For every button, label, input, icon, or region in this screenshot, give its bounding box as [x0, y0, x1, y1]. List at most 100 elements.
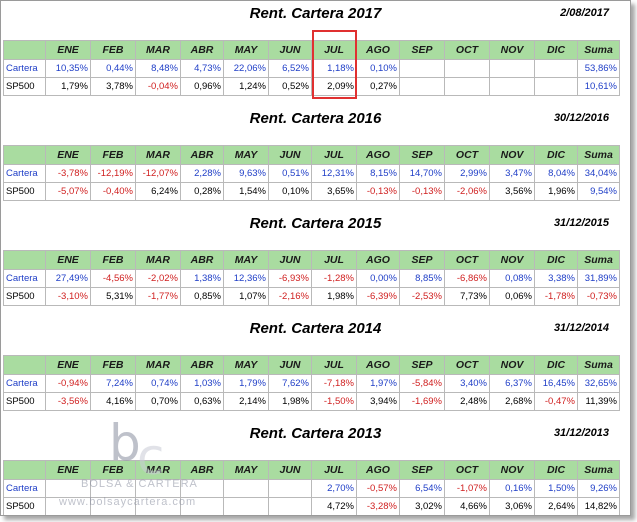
value-cell[interactable]: -5,07% [45, 182, 91, 201]
value-cell[interactable]: -0,13% [356, 182, 400, 201]
month-header[interactable]: ABR [180, 145, 224, 165]
value-cell[interactable] [223, 479, 269, 498]
value-cell[interactable]: 7,62% [268, 374, 312, 393]
value-cell[interactable]: -3,10% [45, 287, 91, 306]
month-header[interactable]: MAY [223, 460, 269, 480]
value-cell[interactable]: 22,06% [223, 59, 269, 78]
value-cell[interactable]: 3,56% [489, 182, 535, 201]
row-label[interactable]: SP500 [3, 392, 46, 411]
value-cell[interactable]: 1,38% [180, 269, 224, 288]
value-cell[interactable]: -6,39% [356, 287, 400, 306]
value-cell[interactable]: -6,93% [268, 269, 312, 288]
value-cell[interactable]: -0,04% [135, 77, 181, 96]
month-header[interactable]: MAR [135, 460, 181, 480]
value-cell[interactable] [534, 59, 578, 78]
value-cell[interactable]: 0,10% [356, 59, 400, 78]
value-cell[interactable]: 1,24% [223, 77, 269, 96]
header-blank-cell[interactable] [3, 250, 46, 270]
value-cell[interactable]: 5,31% [90, 287, 136, 306]
value-cell[interactable]: 4,72% [311, 497, 357, 515]
row-label[interactable]: SP500 [3, 497, 46, 515]
value-cell[interactable]: -3,78% [45, 164, 91, 183]
month-header[interactable]: Suma [577, 355, 620, 375]
row-label[interactable]: SP500 [3, 287, 46, 306]
month-header[interactable]: FEB [90, 460, 136, 480]
value-cell[interactable] [268, 497, 312, 515]
header-blank-cell[interactable] [3, 355, 46, 375]
value-cell[interactable]: 0,00% [356, 269, 400, 288]
value-cell[interactable]: -0,94% [45, 374, 91, 393]
month-header[interactable]: JUL [311, 145, 357, 165]
value-cell[interactable]: 6,24% [135, 182, 181, 201]
month-header[interactable]: ENE [45, 40, 91, 60]
value-cell[interactable]: 7,73% [444, 287, 490, 306]
value-cell[interactable]: 0,16% [489, 479, 535, 498]
value-cell[interactable]: -12,19% [90, 164, 136, 183]
month-header[interactable]: MAY [223, 40, 269, 60]
month-header[interactable]: Suma [577, 40, 620, 60]
header-blank-cell[interactable] [3, 145, 46, 165]
value-cell[interactable]: -1,77% [135, 287, 181, 306]
value-cell[interactable]: 0,52% [268, 77, 312, 96]
value-cell[interactable] [399, 59, 445, 78]
value-cell[interactable]: 3,47% [489, 164, 535, 183]
value-cell[interactable]: -3,56% [45, 392, 91, 411]
month-header[interactable]: JUN [268, 355, 312, 375]
header-blank-cell[interactable] [3, 40, 46, 60]
value-cell[interactable]: 1,98% [268, 392, 312, 411]
value-cell[interactable]: 0,27% [356, 77, 400, 96]
value-cell[interactable]: 0,63% [180, 392, 224, 411]
value-cell[interactable]: 16,45% [534, 374, 578, 393]
month-header[interactable]: ENE [45, 355, 91, 375]
value-cell[interactable]: 0,96% [180, 77, 224, 96]
value-cell[interactable]: -1,78% [534, 287, 578, 306]
value-cell[interactable]: 14,82% [577, 497, 620, 515]
value-cell[interactable]: 0,51% [268, 164, 312, 183]
value-cell[interactable] [444, 59, 490, 78]
value-cell[interactable]: -2,53% [399, 287, 445, 306]
value-cell[interactable]: 2,14% [223, 392, 269, 411]
value-cell[interactable]: 10,61% [577, 77, 620, 96]
value-cell[interactable]: -0,47% [534, 392, 578, 411]
value-cell[interactable]: 3,06% [489, 497, 535, 515]
month-header[interactable]: JUN [268, 40, 312, 60]
value-cell[interactable]: 6,37% [489, 374, 535, 393]
month-header[interactable]: ABR [180, 355, 224, 375]
value-cell[interactable]: -3,28% [356, 497, 400, 515]
row-label[interactable]: Cartera [3, 164, 46, 183]
month-header[interactable]: DIC [534, 145, 578, 165]
value-cell[interactable]: 12,31% [311, 164, 357, 183]
month-header[interactable]: JUL [311, 355, 357, 375]
value-cell[interactable]: 4,73% [180, 59, 224, 78]
value-cell[interactable]: -0,73% [577, 287, 620, 306]
month-header[interactable]: SEP [399, 460, 445, 480]
month-header[interactable]: DIC [534, 40, 578, 60]
month-header[interactable]: FEB [90, 145, 136, 165]
month-header[interactable]: FEB [90, 40, 136, 60]
month-header[interactable]: ENE [45, 250, 91, 270]
month-header[interactable]: NOV [489, 460, 535, 480]
value-cell[interactable]: 3,40% [444, 374, 490, 393]
month-header[interactable]: NOV [489, 145, 535, 165]
month-header[interactable]: ABR [180, 40, 224, 60]
value-cell[interactable] [444, 77, 490, 96]
value-cell[interactable]: 0,74% [135, 374, 181, 393]
value-cell[interactable]: 8,48% [135, 59, 181, 78]
month-header[interactable]: JUN [268, 460, 312, 480]
month-header[interactable]: NOV [489, 40, 535, 60]
value-cell[interactable]: 2,48% [444, 392, 490, 411]
month-header[interactable]: ABR [180, 250, 224, 270]
row-label[interactable]: SP500 [3, 77, 46, 96]
month-header[interactable]: AGO [356, 355, 400, 375]
row-label[interactable]: Cartera [3, 59, 46, 78]
value-cell[interactable] [489, 77, 535, 96]
month-header[interactable]: JUN [268, 250, 312, 270]
month-header[interactable]: MAR [135, 145, 181, 165]
value-cell[interactable]: 1,79% [45, 77, 91, 96]
value-cell[interactable]: -4,56% [90, 269, 136, 288]
month-header[interactable]: SEP [399, 355, 445, 375]
month-header[interactable]: FEB [90, 250, 136, 270]
value-cell[interactable]: 7,24% [90, 374, 136, 393]
value-cell[interactable]: 6,52% [268, 59, 312, 78]
value-cell[interactable]: 11,39% [577, 392, 620, 411]
